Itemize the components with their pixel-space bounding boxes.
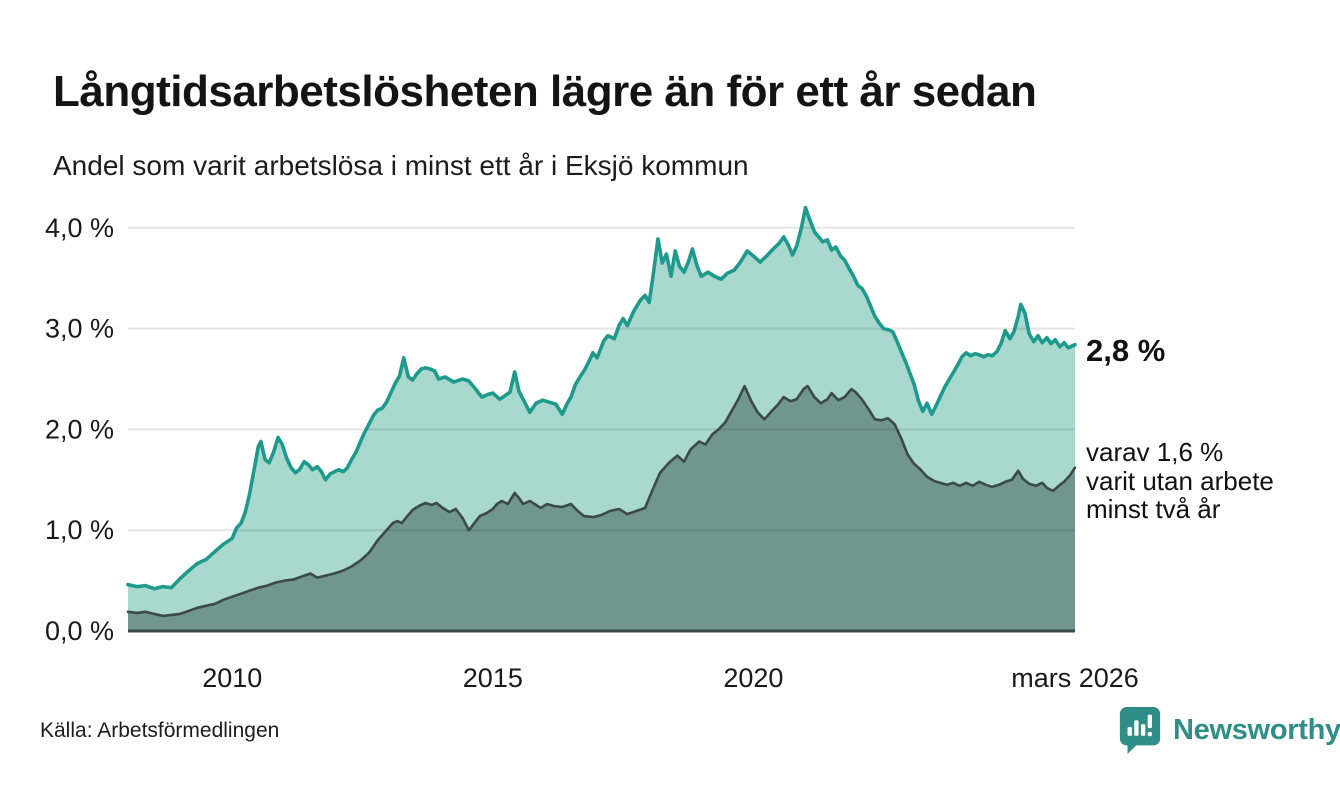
x-axis-tick-label: 2015 (463, 663, 523, 693)
x-axis-tick-label: 2020 (723, 663, 783, 693)
annotation-latest-total: 2,8 % (1086, 333, 1166, 368)
y-axis-tick-label: 4,0 % (45, 213, 114, 243)
page-title: Långtidsarbetslösheten lägre än för ett … (53, 67, 1037, 117)
y-axis-tick-label: 2,0 % (45, 414, 114, 444)
line-total-unemployed (126, 205, 1077, 591)
newsworthy-logo: Newsworthy (1117, 704, 1340, 756)
chart-subtitle: Andel som varit arbetslösa i minst ett å… (53, 150, 749, 181)
y-axis-tick-label: 1,0 % (45, 515, 114, 545)
x-axis-tick-label: mars 2026 (1011, 663, 1139, 693)
source-note: Källa: Arbetsförmedlingen (40, 719, 280, 742)
line-two-year-unemployed (126, 384, 1077, 618)
annotation-latest-two-year: varav 1,6 % varit utan arbete minst två … (1086, 437, 1274, 525)
area-two-year-unemployed (128, 386, 1075, 631)
y-axis-tick-label: 3,0 % (45, 314, 114, 344)
x-axis-tick-label: 2010 (202, 663, 262, 693)
newsworthy-wordmark: Newsworthy (1173, 713, 1340, 746)
y-axis-tick-label: 0,0 % (45, 616, 114, 646)
newsworthy-bubble-chart-icon (1117, 704, 1163, 756)
